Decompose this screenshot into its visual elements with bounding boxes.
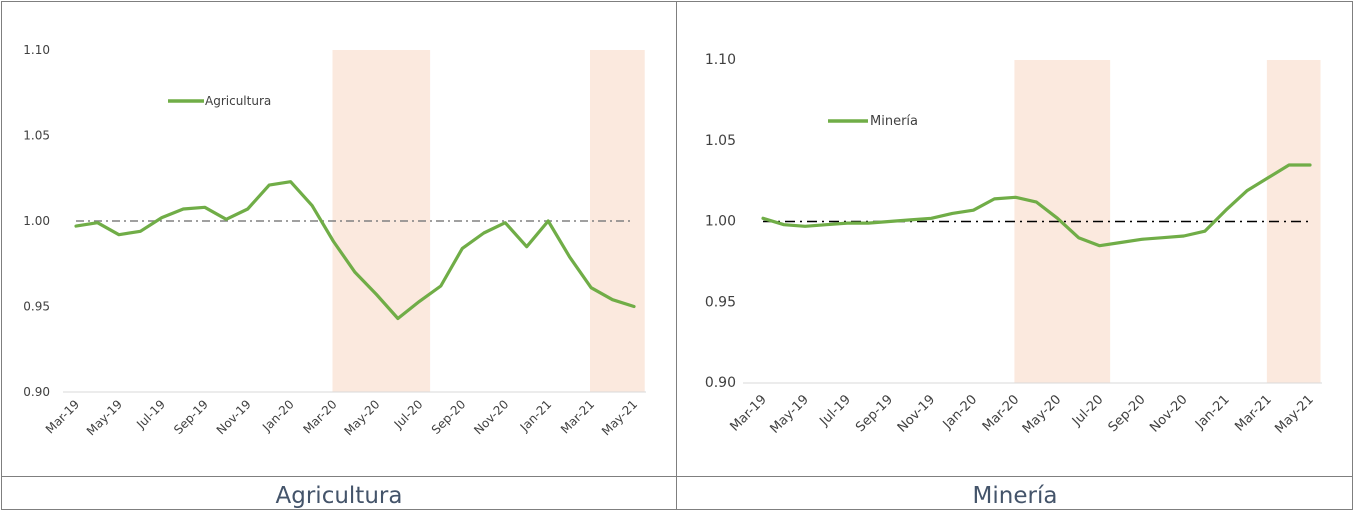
y-tick-label: 1.10 xyxy=(705,52,736,68)
legend-label: Minería xyxy=(870,114,918,129)
x-tick-label: Sep-20 xyxy=(1106,392,1149,435)
x-tick-label: Jan-20 xyxy=(940,392,981,433)
x-tick-label: Mar-20 xyxy=(980,392,1022,434)
x-tick-label: Nov-20 xyxy=(1147,392,1190,435)
column-divider xyxy=(676,1,677,510)
x-tick-label: Jul-19 xyxy=(817,392,854,429)
x-tick-label: May-19 xyxy=(767,392,811,436)
y-tick-label: 0.90 xyxy=(705,375,736,391)
x-tick-label: Jan-21 xyxy=(1192,392,1233,433)
x-tick-label: Sep-19 xyxy=(853,392,896,435)
caption-divider xyxy=(1,476,1353,477)
y-tick-label: 0.95 xyxy=(705,294,736,310)
y-tick-label: 0.95 xyxy=(23,300,50,314)
y-tick-label: 0.90 xyxy=(23,385,50,399)
x-tick-label: Nov-19 xyxy=(895,392,938,435)
y-tick-label: 1.05 xyxy=(23,129,50,143)
x-tick-label: Mar-21 xyxy=(1232,392,1274,434)
x-tick-label: Jul-20 xyxy=(1069,392,1106,429)
caption-mineria: Minería xyxy=(972,483,1058,509)
x-tick-label: May-21 xyxy=(1272,392,1316,436)
series-line xyxy=(761,163,1312,248)
x-tick-label: Mar-19 xyxy=(727,392,769,434)
x-tick-label: May-20 xyxy=(1020,392,1064,436)
series-line xyxy=(74,180,636,321)
y-tick-label: 1.10 xyxy=(23,43,50,57)
y-tick-label: 1.00 xyxy=(705,214,736,230)
caption-agricultura: Agricultura xyxy=(275,483,403,509)
y-tick-label: 1.00 xyxy=(23,214,50,228)
legend-label: Agricultura xyxy=(205,94,271,108)
y-tick-label: 1.05 xyxy=(705,133,736,149)
